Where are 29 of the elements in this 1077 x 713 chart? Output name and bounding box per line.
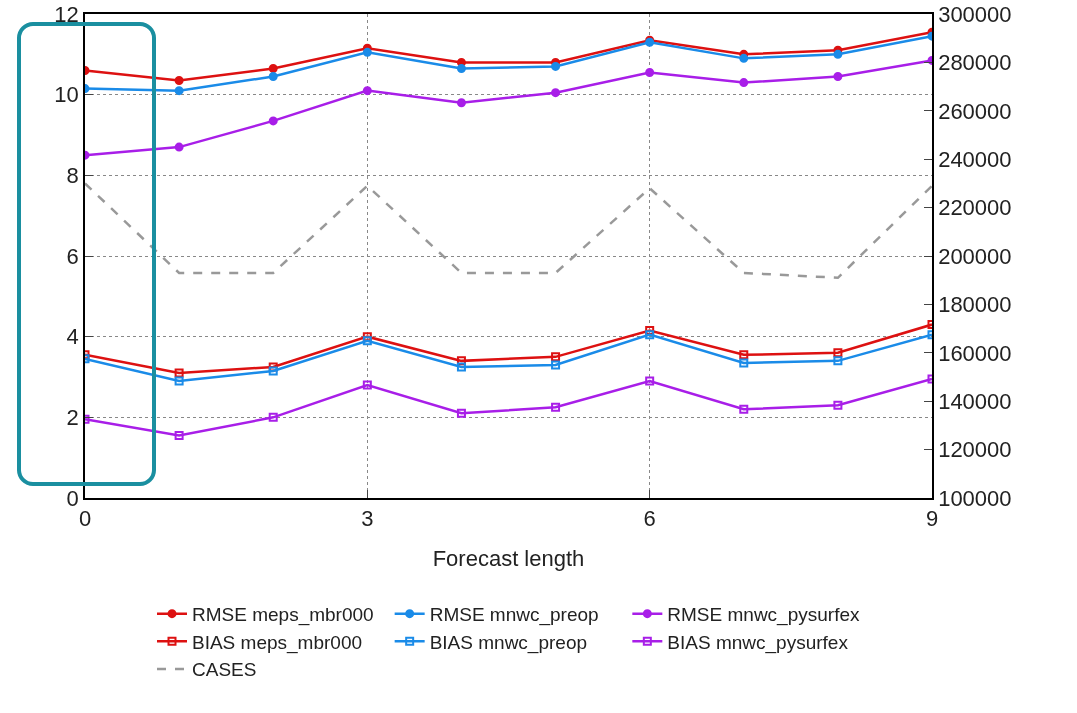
legend-label: RMSE meps_mbr000 [192, 604, 374, 627]
x-tick-label: 9 [925, 506, 939, 532]
y-tick-label: 12 [54, 1, 79, 27]
y-tick-label: 8 [66, 163, 79, 189]
y-tick-label: 10 [54, 82, 79, 108]
legend-label: BIAS mnwc_pysurfex [667, 631, 849, 654]
y-tick-label: 4 [66, 324, 79, 350]
legend-label: BIAS meps_mbr000 [192, 631, 363, 654]
legend-label: BIAS mnwc_preop [429, 631, 588, 654]
y2-tick-label: 240000 [938, 146, 1012, 172]
x-axis-title: Forecast length [432, 545, 585, 571]
y2-tick-label: 260000 [938, 98, 1012, 124]
y-tick-label: 2 [66, 405, 79, 431]
y2-tick-label: 180000 [938, 292, 1012, 318]
y2-tick-label: 160000 [938, 340, 1012, 366]
y-tick-label: 0 [66, 485, 79, 511]
y2-tick-label: 220000 [938, 195, 1012, 221]
y2-tick-label: 140000 [938, 388, 1012, 414]
y-tick-label: 6 [66, 243, 79, 269]
legend-label: RMSE mnwc_pysurfex [667, 604, 860, 627]
y2-tick-label: 100000 [938, 485, 1012, 511]
legend-label: CASES [192, 659, 257, 681]
y2-tick-label: 200000 [938, 243, 1012, 269]
x-tick-label: 3 [361, 506, 374, 532]
y2-tick-label: 120000 [938, 437, 1012, 463]
y2-tick-label: 280000 [938, 50, 1012, 76]
y2-tick-label: 300000 [938, 1, 1012, 27]
x-tick-label: 6 [643, 506, 656, 532]
legend-label: RMSE mnwc_preop [429, 604, 599, 627]
